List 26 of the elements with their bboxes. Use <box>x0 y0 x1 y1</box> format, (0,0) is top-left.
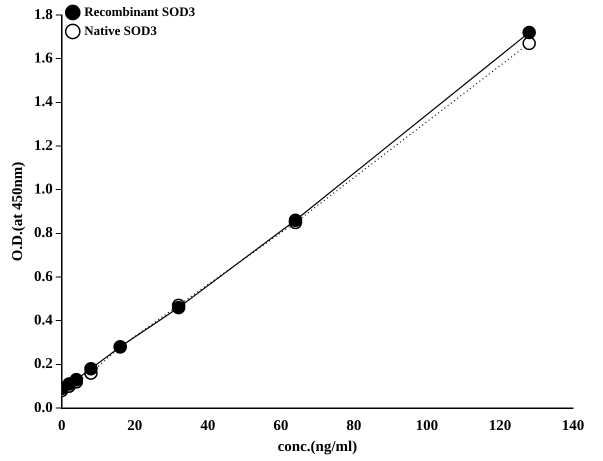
y-tick-label: 1.0 <box>34 182 53 198</box>
x-tick-label: 20 <box>127 418 142 434</box>
y-tick-label: 1.2 <box>34 138 53 154</box>
x-tick-label: 100 <box>416 418 438 434</box>
point <box>84 362 98 376</box>
point <box>288 213 302 227</box>
point <box>522 26 536 40</box>
y-tick-label: 0.8 <box>34 225 53 242</box>
y-axis-title: O.D.(at 450nm) <box>10 162 26 262</box>
x-tick-label: 140 <box>562 418 584 434</box>
x-tick-label: 40 <box>200 418 216 434</box>
y-tick-label: 0.2 <box>34 356 53 372</box>
legend-label: Recombinant SOD3 <box>84 4 196 19</box>
point <box>522 36 536 50</box>
x-tick-label: 80 <box>346 418 362 434</box>
y-tick-label: 1.8 <box>34 6 53 23</box>
x-tick-label: 0 <box>58 418 66 434</box>
y-tick-label: 0.6 <box>34 268 54 285</box>
y-tick-label: 1.4 <box>34 94 54 110</box>
y-tick-label: 0.4 <box>34 312 54 329</box>
x-tick-label: 120 <box>488 418 512 434</box>
x-axis-title: conc.(ng/ml) <box>278 438 358 455</box>
y-tick-label: 1.6 <box>34 50 54 67</box>
x-tick-label: 60 <box>273 418 288 434</box>
y-tick-label: 0.0 <box>34 400 53 416</box>
legend-label: Native SOD3 <box>84 22 158 38</box>
